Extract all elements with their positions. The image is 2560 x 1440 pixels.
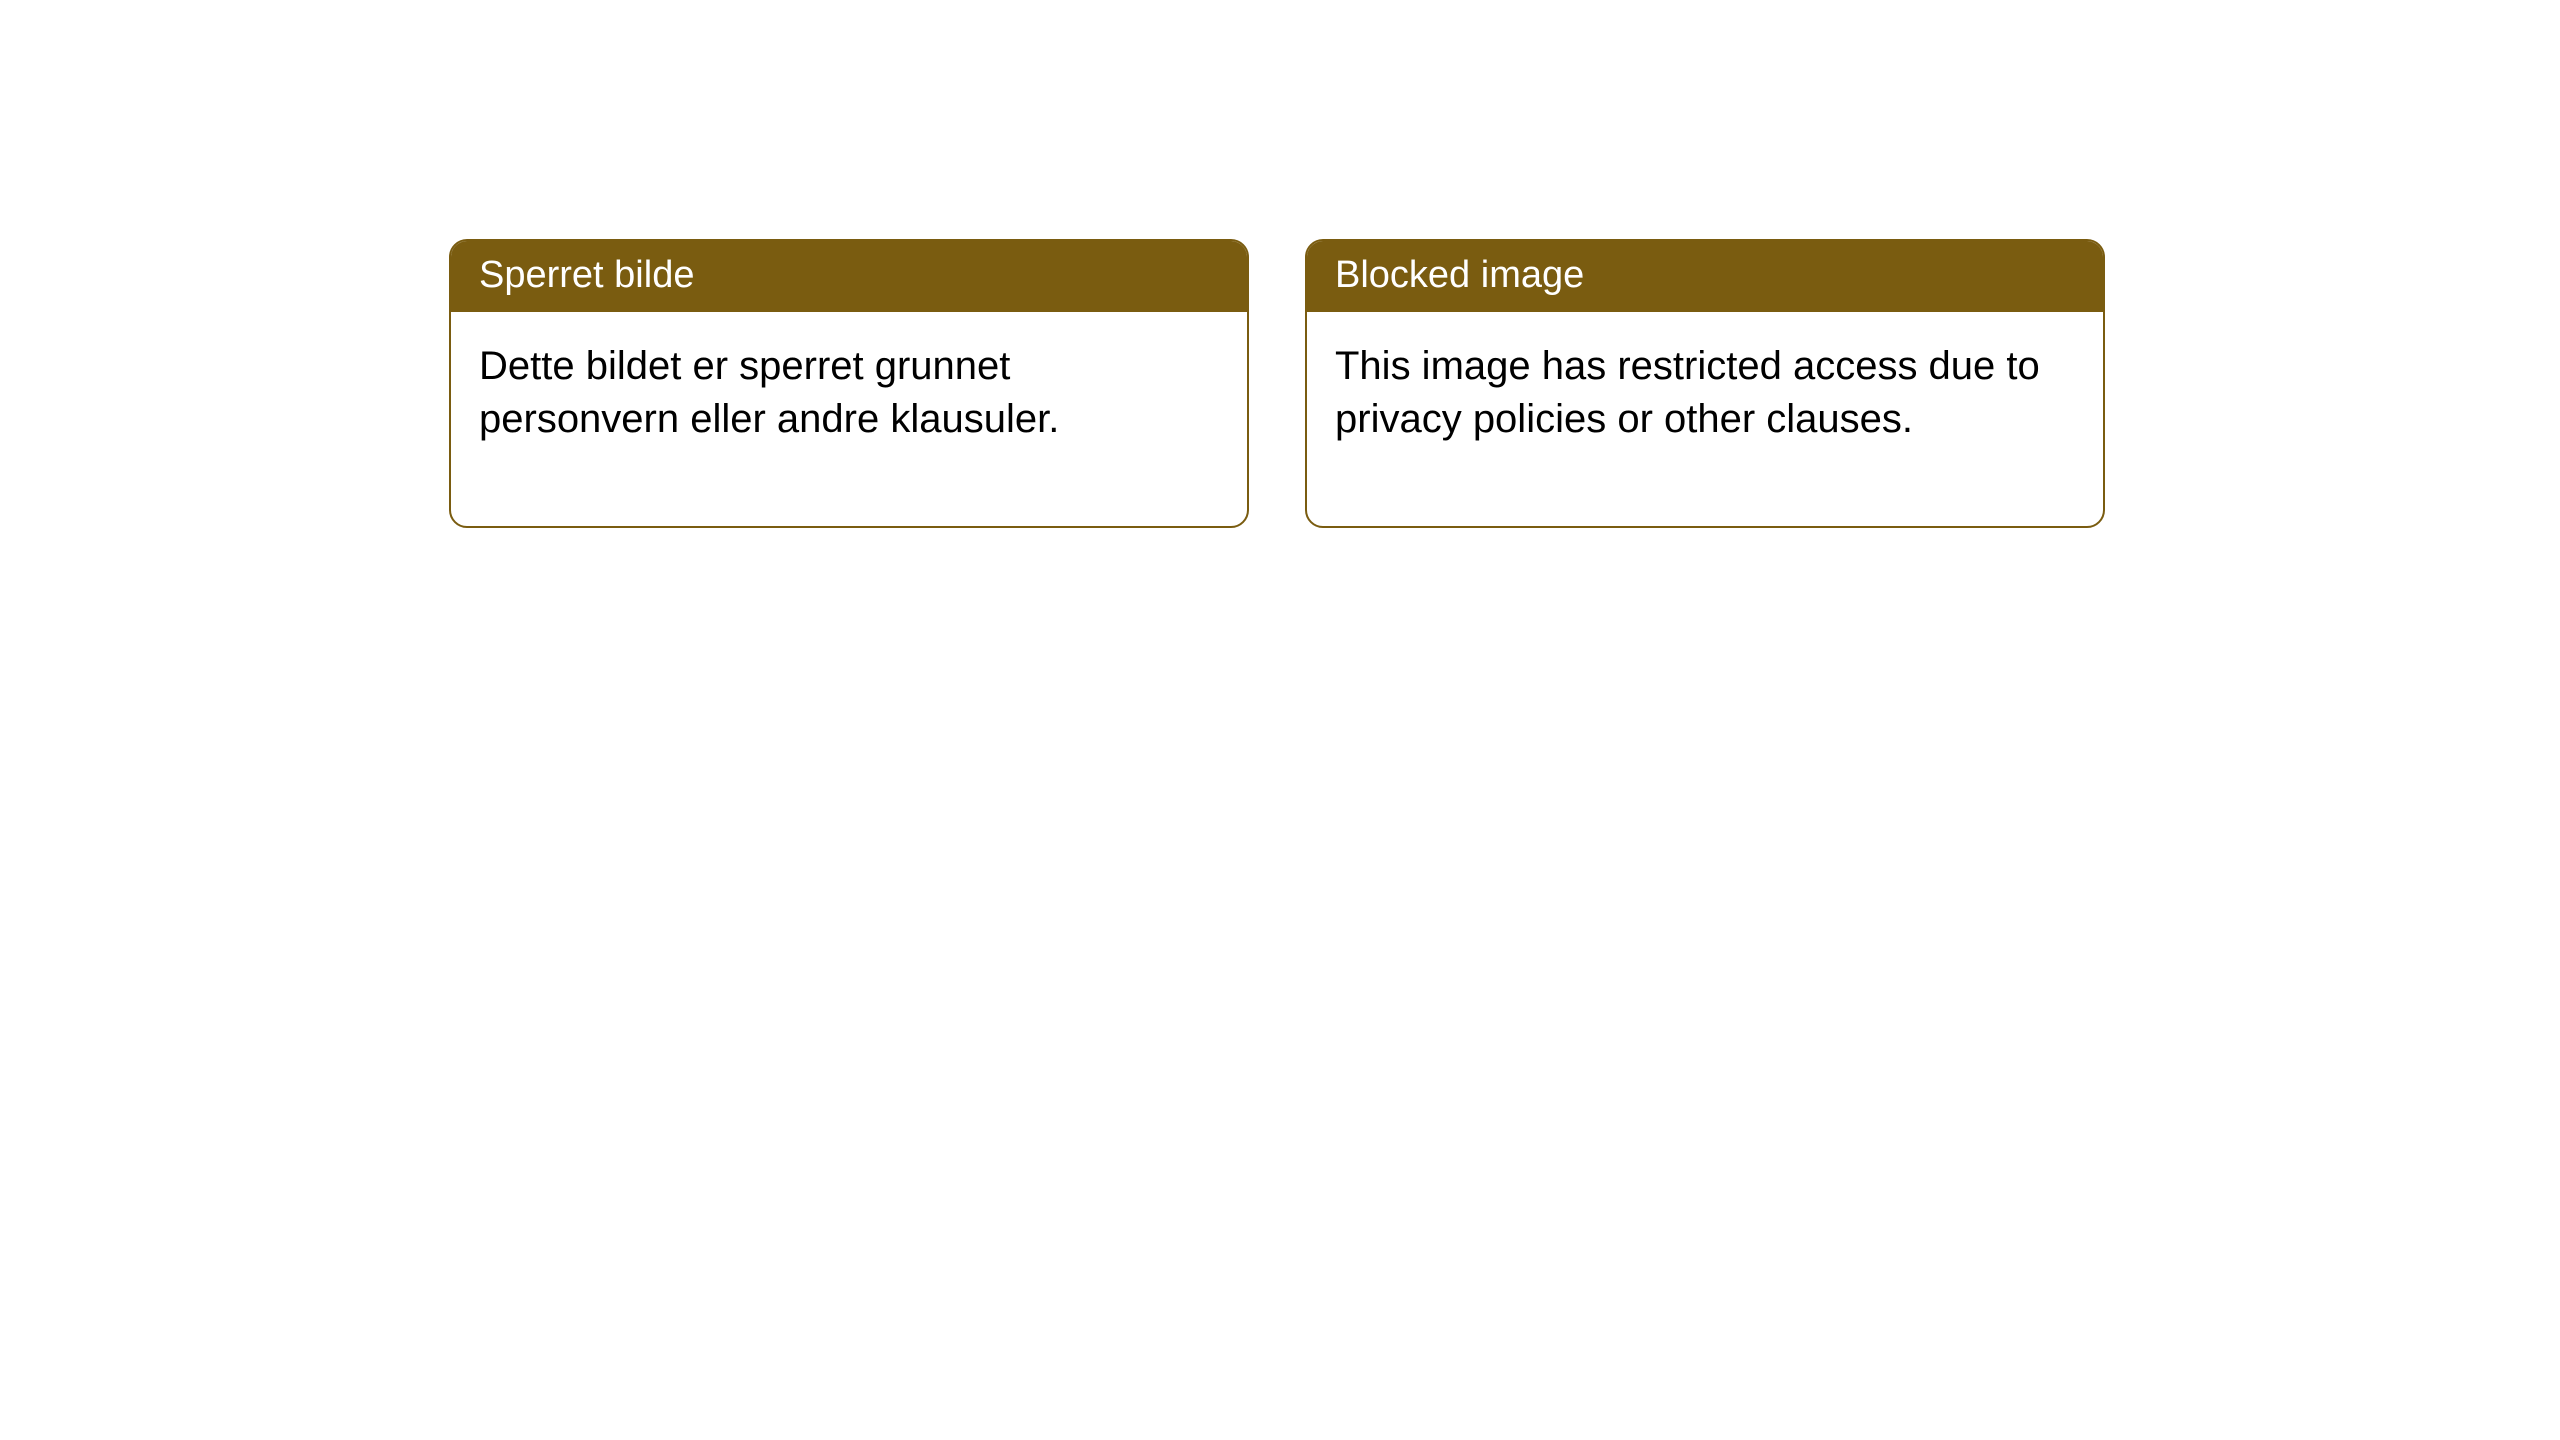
card-header: Blocked image: [1307, 241, 2103, 312]
card-body-text: This image has restricted access due to …: [1335, 344, 2040, 441]
card-body: Dette bildet er sperret grunnet personve…: [451, 312, 1247, 526]
card-header: Sperret bilde: [451, 241, 1247, 312]
card-body: This image has restricted access due to …: [1307, 312, 2103, 526]
notice-card-english: Blocked image This image has restricted …: [1305, 239, 2105, 528]
card-title: Blocked image: [1335, 254, 1584, 296]
card-body-text: Dette bildet er sperret grunnet personve…: [479, 344, 1059, 441]
card-title: Sperret bilde: [479, 254, 694, 296]
notice-card-norwegian: Sperret bilde Dette bildet er sperret gr…: [449, 239, 1249, 528]
blocked-image-notices: Sperret bilde Dette bildet er sperret gr…: [449, 239, 2105, 528]
